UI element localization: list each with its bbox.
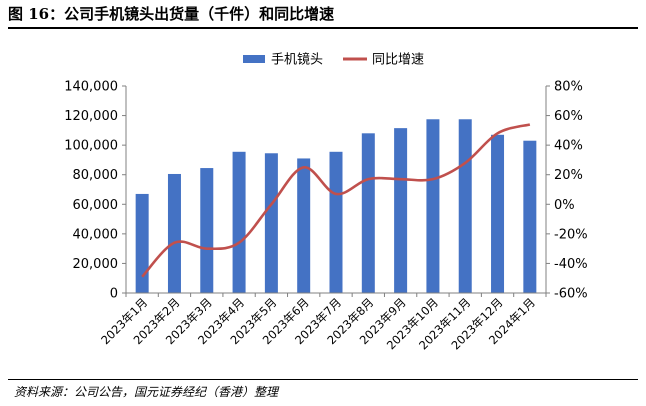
right-tick-label: 20% bbox=[554, 168, 583, 183]
right-tick-label: -60% bbox=[554, 287, 588, 302]
right-tick-label: 40% bbox=[554, 139, 583, 154]
right-tick-label: -40% bbox=[554, 257, 588, 272]
left-tick-label: 80,000 bbox=[73, 168, 119, 183]
bar bbox=[523, 140, 537, 293]
right-tick-label: 60% bbox=[554, 109, 583, 124]
left-tick-label: 60,000 bbox=[73, 198, 119, 213]
bar bbox=[297, 158, 311, 293]
bar bbox=[167, 173, 181, 293]
source-note: 资料来源：公司公告，国元证券经纪（香港）整理 bbox=[14, 385, 279, 399]
legend-label-bar: 手机镜头 bbox=[271, 53, 323, 68]
left-tick-label: 0 bbox=[110, 287, 118, 302]
bar bbox=[394, 128, 408, 293]
left-tick-label: 120,000 bbox=[64, 109, 118, 124]
bar bbox=[329, 151, 343, 293]
bar bbox=[135, 193, 149, 293]
left-tick-label: 20,000 bbox=[73, 257, 119, 272]
left-tick-label: 140,000 bbox=[64, 80, 118, 95]
right-tick-label: 0% bbox=[554, 198, 575, 213]
left-tick-label: 40,000 bbox=[73, 227, 119, 242]
bar bbox=[426, 119, 440, 294]
bar bbox=[458, 119, 472, 294]
legend-label-line: 同比增速 bbox=[372, 53, 424, 68]
bar bbox=[264, 153, 278, 293]
axis-lines bbox=[125, 86, 547, 297]
right-tick-label: -20% bbox=[554, 227, 588, 242]
source-rule bbox=[8, 379, 638, 380]
bar bbox=[200, 168, 214, 293]
right-tick-label: 80% bbox=[554, 80, 583, 95]
bar-series bbox=[135, 119, 537, 294]
line-series bbox=[141, 123, 531, 278]
bar bbox=[491, 134, 505, 293]
bar bbox=[361, 133, 375, 293]
x-axis-labels: 2023年1月2023年2月2023年3月2023年4月2023年5月2023年… bbox=[98, 295, 538, 352]
bar bbox=[232, 151, 246, 293]
figure-title: 图 16：公司手机镜头出货量（千件）和同比增速 bbox=[8, 5, 335, 23]
legend: 手机镜头 同比增速 bbox=[243, 53, 424, 68]
left-axis: 0 20,000 40,000 60,000 80,000 100,000 120,000 1… bbox=[64, 80, 126, 302]
legend-swatch-bar bbox=[243, 55, 265, 63]
left-tick-label: 100,000 bbox=[64, 139, 118, 154]
right-axis: -60% -40% -20% 0% 20% 40% 60% 80% bbox=[546, 80, 588, 302]
title-rule bbox=[8, 27, 638, 29]
